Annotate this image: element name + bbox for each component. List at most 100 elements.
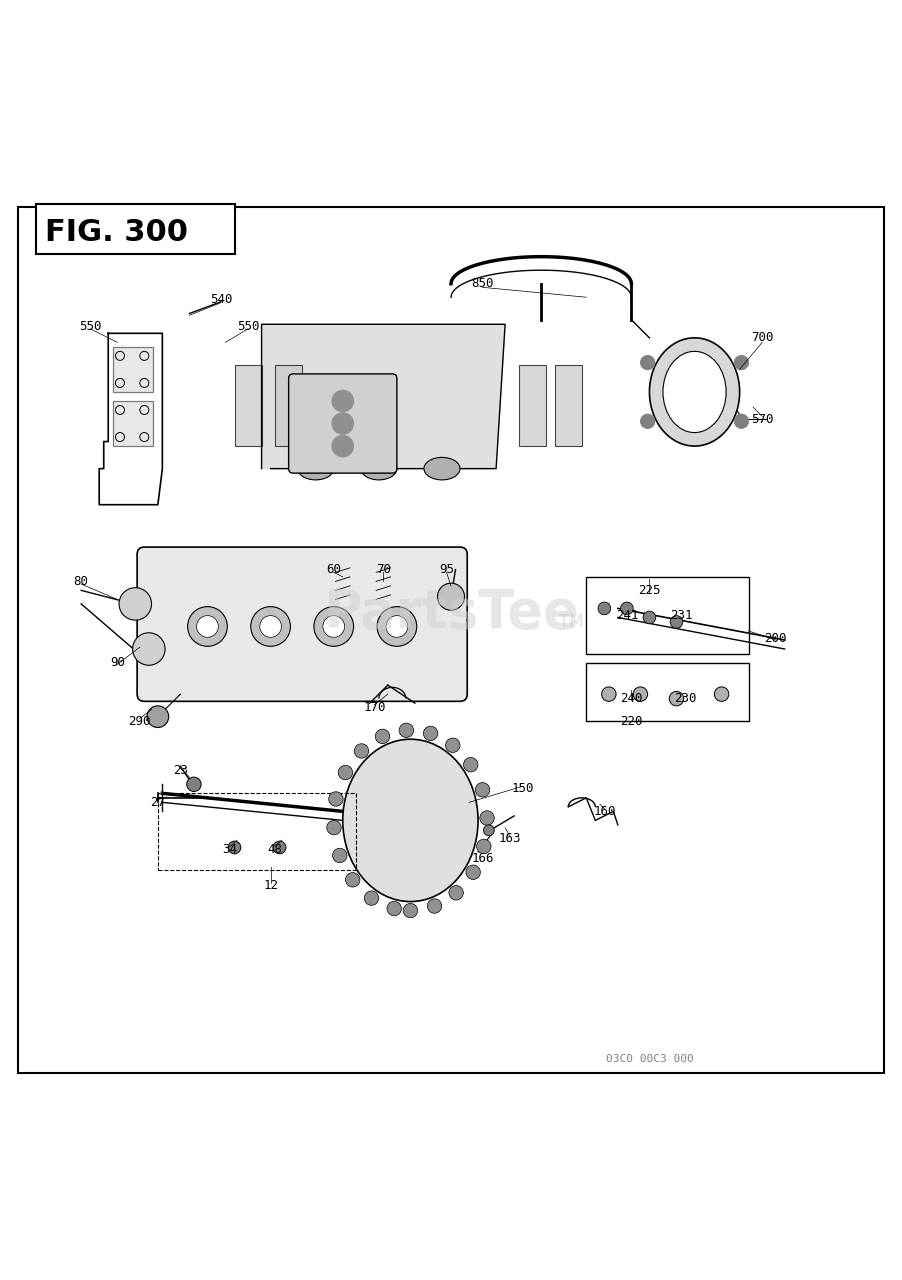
Circle shape <box>345 873 360 887</box>
Circle shape <box>446 739 460 753</box>
Text: 48: 48 <box>268 842 282 856</box>
Circle shape <box>187 777 201 791</box>
Text: 550: 550 <box>79 320 101 333</box>
Text: 220: 220 <box>621 714 642 727</box>
Circle shape <box>364 891 379 905</box>
Circle shape <box>323 616 345 637</box>
Circle shape <box>314 607 354 646</box>
Circle shape <box>403 904 418 918</box>
Text: 225: 225 <box>639 584 660 596</box>
Circle shape <box>466 865 481 879</box>
Circle shape <box>476 840 491 854</box>
Text: 160: 160 <box>594 805 615 818</box>
Circle shape <box>423 726 437 741</box>
Circle shape <box>464 758 478 772</box>
Circle shape <box>598 602 611 614</box>
Circle shape <box>251 607 290 646</box>
Text: 290: 290 <box>129 714 151 727</box>
Circle shape <box>333 849 347 863</box>
Text: 27: 27 <box>151 796 165 809</box>
Circle shape <box>475 782 490 797</box>
Polygon shape <box>262 324 505 468</box>
Bar <box>586 663 749 721</box>
Text: 241: 241 <box>616 609 638 622</box>
Text: TM: TM <box>559 613 584 631</box>
Text: 95: 95 <box>439 563 454 576</box>
Circle shape <box>119 588 152 620</box>
Text: 850: 850 <box>472 278 493 291</box>
Bar <box>113 401 153 445</box>
Circle shape <box>375 730 390 744</box>
Circle shape <box>734 356 749 370</box>
Circle shape <box>228 841 241 854</box>
Circle shape <box>188 607 227 646</box>
Ellipse shape <box>649 338 740 445</box>
Circle shape <box>133 632 165 666</box>
Ellipse shape <box>424 457 460 480</box>
Circle shape <box>714 687 729 701</box>
Circle shape <box>480 810 494 826</box>
Circle shape <box>197 616 218 637</box>
Bar <box>158 794 356 870</box>
Text: 700: 700 <box>751 332 773 344</box>
Text: 150: 150 <box>512 782 534 795</box>
Circle shape <box>387 901 401 915</box>
Bar <box>519 365 546 445</box>
Circle shape <box>437 584 465 611</box>
Text: PartsTee: PartsTee <box>323 588 579 639</box>
Circle shape <box>640 356 655 370</box>
Circle shape <box>332 412 354 434</box>
FancyBboxPatch shape <box>137 547 467 701</box>
Text: 03C0 00C3 000: 03C0 00C3 000 <box>605 1055 694 1065</box>
Circle shape <box>669 691 684 705</box>
Bar <box>36 205 235 253</box>
Ellipse shape <box>663 351 726 433</box>
Circle shape <box>338 765 353 780</box>
FancyBboxPatch shape <box>289 374 397 474</box>
Text: 70: 70 <box>376 563 391 576</box>
Text: 23: 23 <box>173 764 188 777</box>
Circle shape <box>640 413 655 429</box>
Circle shape <box>602 687 616 701</box>
Bar <box>235 365 262 445</box>
Text: 80: 80 <box>74 575 88 588</box>
Circle shape <box>354 744 369 758</box>
Circle shape <box>449 886 464 900</box>
Circle shape <box>332 435 354 457</box>
Circle shape <box>260 616 281 637</box>
Ellipse shape <box>343 740 478 901</box>
Circle shape <box>483 824 494 836</box>
Text: 12: 12 <box>263 879 278 892</box>
Text: 170: 170 <box>364 701 385 714</box>
Text: 34: 34 <box>223 842 237 856</box>
Text: 90: 90 <box>110 657 124 669</box>
Circle shape <box>428 899 442 913</box>
Circle shape <box>633 687 648 701</box>
Circle shape <box>273 841 286 854</box>
Circle shape <box>147 705 169 727</box>
Text: 540: 540 <box>210 293 232 306</box>
Text: 230: 230 <box>675 692 696 705</box>
Circle shape <box>643 611 656 623</box>
Text: 240: 240 <box>621 692 642 705</box>
Bar <box>113 347 153 392</box>
Ellipse shape <box>298 457 334 480</box>
Circle shape <box>670 616 683 628</box>
Circle shape <box>621 602 633 614</box>
Bar <box>275 365 302 445</box>
Text: 570: 570 <box>751 412 773 425</box>
Text: 231: 231 <box>670 609 692 622</box>
Circle shape <box>328 792 343 806</box>
Text: 166: 166 <box>472 851 493 865</box>
Circle shape <box>327 820 341 835</box>
Circle shape <box>332 390 354 412</box>
Text: FIG. 300: FIG. 300 <box>45 218 189 247</box>
Circle shape <box>386 616 408 637</box>
Text: 200: 200 <box>765 632 787 645</box>
Text: 60: 60 <box>327 563 341 576</box>
Bar <box>586 577 749 654</box>
Text: 163: 163 <box>499 832 520 845</box>
Bar <box>555 365 582 445</box>
Text: 550: 550 <box>237 320 259 333</box>
Circle shape <box>399 723 413 737</box>
